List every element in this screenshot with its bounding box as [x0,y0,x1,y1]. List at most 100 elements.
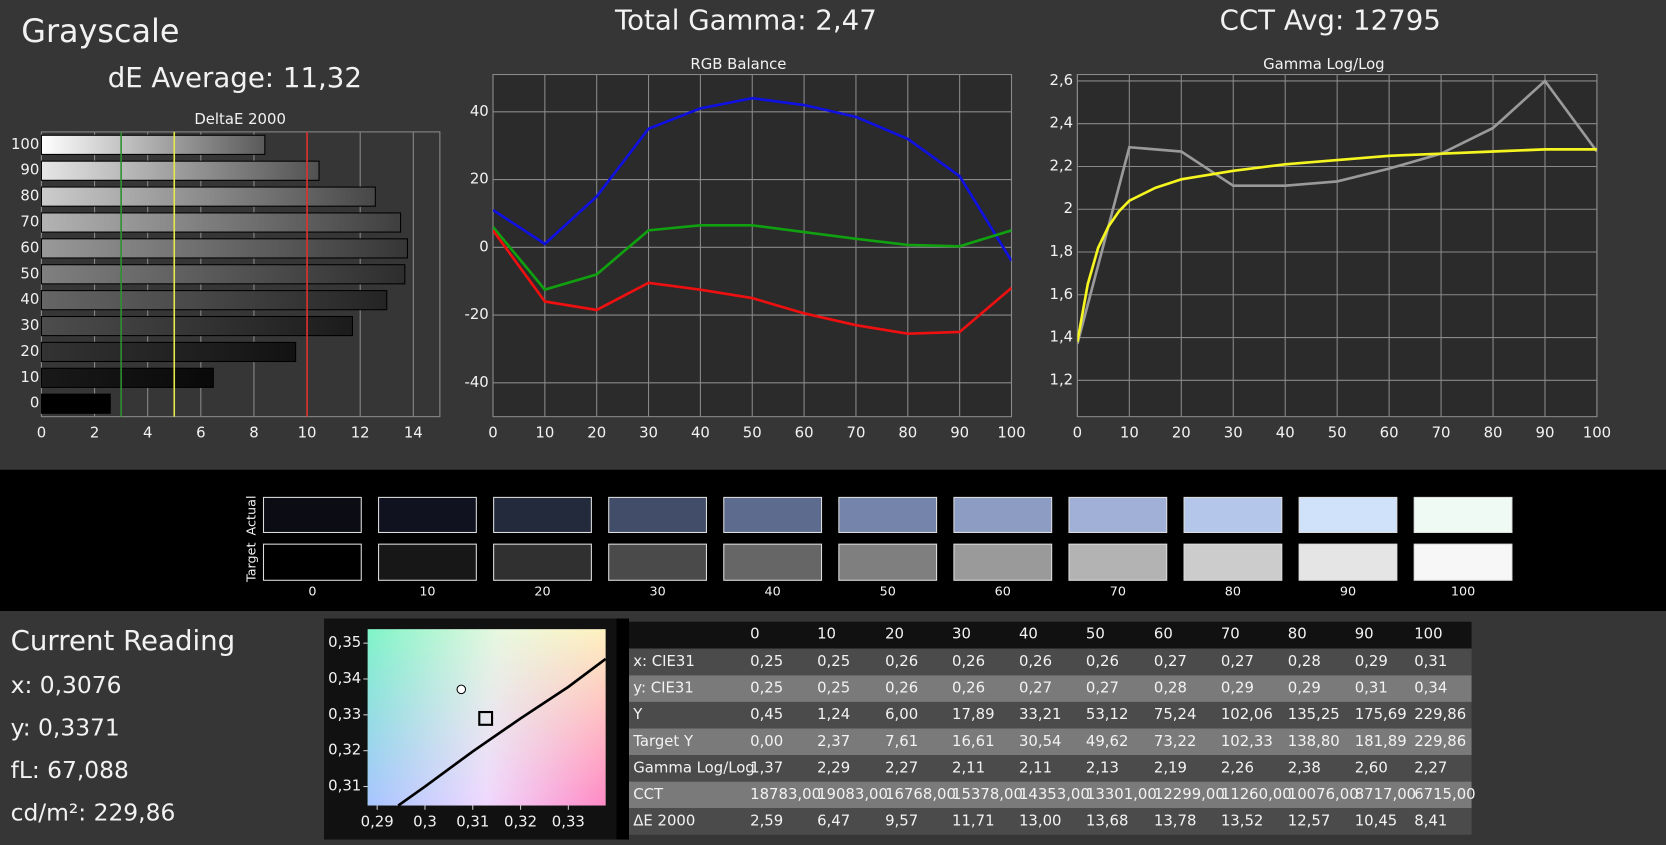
bar [40,315,354,337]
target-swatch [493,543,592,581]
table-cell: 135,25 [1288,705,1340,723]
y-tick-label: 50 [20,264,39,282]
table-cell: 0,26 [952,679,985,697]
table-cell: 0,27 [1019,679,1052,697]
table-cell: 6,47 [817,811,850,829]
table-column-header: 80 [1288,624,1307,642]
actual-swatch [953,496,1053,533]
table-cell: 12,57 [1288,811,1331,829]
x-tick-label: 40 [1276,424,1295,442]
table-cell: 138,80 [1288,732,1340,750]
table-cell: 2,27 [885,758,918,776]
x-tick-label: 0,3 [413,813,437,831]
table-cell: 2,59 [750,811,783,829]
target-swatch [1068,543,1168,581]
y-tick-label: 0,32 [328,741,361,759]
y-tick-label: 10 [20,368,39,386]
x-tick-label: 0 [37,424,46,442]
bar [40,134,266,155]
y-tick-label: 2,2 [1049,156,1073,174]
x-tick-label: 0,32 [504,813,537,831]
table-cell: 0,25 [817,652,850,670]
reading-line: x: 0,3076 [11,671,122,699]
table-cell: 8,41 [1414,811,1447,829]
target-swatch [608,543,707,581]
table-cell: 10076,00 [1288,785,1359,803]
swatch-column-label: 10 [419,584,435,599]
reading-line: cd/m²: 229,86 [11,799,176,827]
table-gap [616,618,629,840]
actual-swatch [493,496,592,533]
table-cell: 0,31 [1355,679,1388,697]
y-tick-label: 0 [30,394,39,412]
swatch-column-label: 60 [995,584,1011,599]
table-cell: 0,29 [1288,679,1321,697]
swatch-column-label: 40 [765,584,781,599]
table-cell: 0,45 [750,705,783,723]
bar [40,367,214,388]
x-tick-label: 10 [535,424,554,442]
table-cell: 0,26 [1019,652,1052,670]
swatch-column-label: 50 [880,584,896,599]
table-row-label: y: CIE31 [633,679,694,697]
table-column-header: 50 [1086,624,1105,642]
y-tick-label: 90 [20,161,39,179]
table-column-header: 60 [1154,624,1173,642]
table-cell: 229,86 [1414,732,1466,750]
x-tick-label: 60 [1380,424,1399,442]
table-row [629,675,1472,702]
table-cell: 0,00 [750,732,783,750]
x-tick-label: 8 [249,424,258,442]
actual-swatch [1068,496,1168,533]
actual-swatch [838,496,938,533]
actual-swatch [1298,496,1398,533]
swatch-panel [0,469,1666,612]
x-tick-label: 90 [1536,424,1555,442]
table-row [629,701,1472,729]
table-cell: 0,28 [1288,652,1321,670]
table-cell: 0,26 [952,652,985,670]
series-line [1077,78,1597,345]
y-tick-label: 100 [11,135,39,153]
table-cell: 0,26 [1086,652,1119,670]
swatch-column-label: 80 [1225,584,1241,599]
actual-swatch [723,496,823,533]
swatch-column-label: 20 [534,584,550,599]
y-tick-label: 40 [20,290,39,308]
x-tick-label: 10 [1120,424,1139,442]
x-tick-label: 20 [1172,424,1191,442]
table-cell: 13301,00 [1086,785,1157,803]
actual-swatch [1413,496,1513,533]
table-cell: 0,26 [885,652,918,670]
bar [40,341,297,363]
table-row [629,648,1472,676]
series-line [493,223,1012,292]
y-tick-label: 60 [20,238,39,256]
swatch-row-label: Target [244,542,259,582]
actual-swatch [1183,496,1283,533]
table-cell: 175,69 [1355,705,1407,723]
x-tick-label: 50 [1328,424,1347,442]
table-column-header: 70 [1221,624,1240,642]
y-tick-label: 0,34 [328,669,361,687]
table-cell: 2,60 [1355,758,1388,776]
table-cell: 1,37 [750,758,783,776]
y-tick-label: 2,6 [1049,71,1073,89]
series-line [493,96,1012,262]
target-swatch [262,543,362,581]
bar [40,186,376,207]
table-cell: 0,25 [750,679,783,697]
y-tick-label: 20 [470,170,489,188]
table-cell: 0,28 [1154,679,1187,697]
gamma-title: Gamma Log/Log [1263,55,1384,73]
table-cell: 2,37 [817,732,850,750]
y-tick-label: 2,4 [1049,114,1073,132]
x-tick-label: 6 [196,424,205,442]
table-row-label: x: CIE31 [633,652,695,670]
x-tick-label: 60 [795,424,814,442]
table-row-label: Gamma Log/Log [633,758,755,776]
target-swatch [838,543,938,581]
target-swatch [378,543,477,581]
table-row-label: CCT [633,785,664,803]
table-cell: 11260,00 [1221,785,1292,803]
